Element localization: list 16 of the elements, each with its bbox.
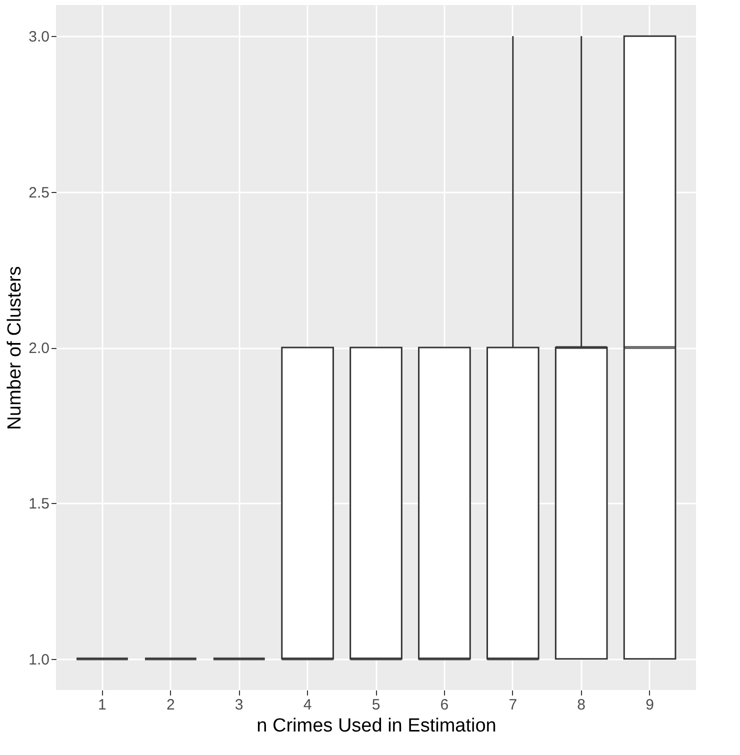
y-tick-label: 2.5	[28, 184, 50, 202]
x-tick-label: 5	[372, 696, 380, 714]
x-tick-label: 2	[166, 696, 175, 714]
y-tick-label: 2.0	[28, 340, 50, 357]
x-tick-label: 4	[303, 696, 312, 714]
y-tick-label: 1.0	[28, 651, 50, 668]
y-tick-label: 3.0	[28, 28, 50, 46]
y-axis-title: Number of Clusters	[4, 266, 26, 430]
x-axis-title: n Crimes Used in Estimation	[256, 716, 496, 736]
x-tick-label: 1	[98, 696, 106, 714]
x-tick-label: 8	[577, 696, 586, 714]
x-tick-label: 6	[440, 696, 449, 714]
x-tick-label: 7	[508, 696, 518, 714]
y-tick-label: 1.5	[28, 496, 50, 513]
x-tick-label: 9	[646, 696, 654, 714]
x-tick-label: 3	[234, 696, 244, 714]
